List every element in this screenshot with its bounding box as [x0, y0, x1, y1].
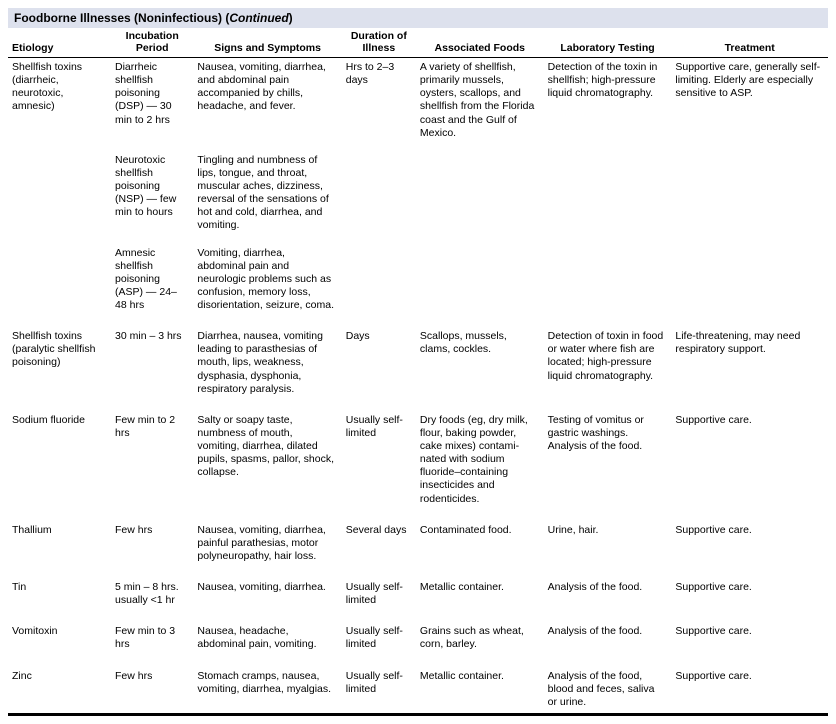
cell-lab: Testing of vomitus or gastric washings. … — [544, 410, 672, 520]
cell-signs: Nausea, vomiting, diarrhea, painful para… — [193, 520, 341, 577]
cell-signs: Stomach cramps, nausea, vomiting, diarrh… — [193, 666, 341, 715]
table-row: ThalliumFew hrsNausea, vomiting, diarrhe… — [8, 520, 828, 577]
table-row: Shellfish toxins (diarrheic, neurotoxic,… — [8, 58, 828, 154]
cell-treatment: Supportive care. — [671, 621, 828, 665]
cell-duration: Several days — [342, 520, 416, 577]
cell-incubation: Neurotoxic shellfish poisoning (NSP) — f… — [111, 154, 193, 247]
cell-etiology: Zinc — [8, 666, 111, 715]
cell-foods: Contaminated food. — [416, 520, 544, 577]
col-etiology: Etiology — [8, 28, 111, 58]
cell-incubation: Few hrs — [111, 520, 193, 577]
cell-signs: Vomiting, diarrhea, abdominal pain and n… — [193, 247, 341, 327]
cell-lab: Analysis of the food, blood and feces, s… — [544, 666, 672, 715]
cell-incubation: Few min to 2 hrs — [111, 410, 193, 520]
cell-incubation: Few hrs — [111, 666, 193, 715]
cell-incubation: Diarrheic shellfish poisoning (DSP) — 30… — [111, 58, 193, 154]
cell-duration: Usually self-limited — [342, 577, 416, 621]
cell-treatment: Supportive care. — [671, 410, 828, 520]
cell-signs: Nausea, headache, abdominal pain, vomiti… — [193, 621, 341, 665]
cell-lab — [544, 247, 672, 327]
cell-etiology: Shellfish toxins (diarrheic, neurotoxic,… — [8, 58, 111, 154]
cell-etiology: Thallium — [8, 520, 111, 577]
cell-treatment: Supportive care. — [671, 520, 828, 577]
cell-foods: Metallic container. — [416, 577, 544, 621]
col-duration: Duration of Illness — [342, 28, 416, 58]
cell-etiology: Sodium fluoride — [8, 410, 111, 520]
cell-foods: A variety of shellfish, primarily mussel… — [416, 58, 544, 154]
cell-foods: Dry foods (eg, dry milk, flour, baking p… — [416, 410, 544, 520]
table-row: Shellfish toxins (paralytic shellfish po… — [8, 326, 828, 410]
cell-treatment — [671, 247, 828, 327]
cell-duration: Days — [342, 326, 416, 410]
cell-treatment — [671, 154, 828, 247]
table-row: VomitoxinFew min to 3 hrsNausea, headach… — [8, 621, 828, 665]
cell-signs: Tingling and numbness of lips, tongue, a… — [193, 154, 341, 247]
cell-treatment: Supportive care. — [671, 577, 828, 621]
table-title: Foodborne Illnesses (Noninfectious) (Con… — [8, 8, 828, 28]
illness-table: Etiology Incubation Period Signs and Sym… — [8, 28, 828, 715]
cell-lab: Analysis of the food. — [544, 577, 672, 621]
cell-foods — [416, 154, 544, 247]
col-lab: Laboratory Testing — [544, 28, 672, 58]
cell-etiology: Tin — [8, 577, 111, 621]
table-row: Amnesic shellfish poisoning (ASP) — 24–4… — [8, 247, 828, 327]
cell-signs: Diarrhea, nausea, vomiting leading to pa… — [193, 326, 341, 410]
cell-treatment: Life-threatening, may need respiratory s… — [671, 326, 828, 410]
title-continued: Continued — [229, 11, 288, 25]
cell-lab — [544, 154, 672, 247]
cell-duration: Usually self-limited — [342, 666, 416, 715]
col-incubation: Incubation Period — [111, 28, 193, 58]
cell-etiology: Shellfish toxins (paralytic shellfish po… — [8, 326, 111, 410]
cell-incubation: Amnesic shellfish poisoning (ASP) — 24–4… — [111, 247, 193, 327]
cell-signs: Nausea, vomiting, diarrhea, and abdomina… — [193, 58, 341, 154]
title-text: Foodborne Illnesses (Noninfectious) ( — [14, 11, 229, 25]
cell-foods: Scallops, mussels, clams, cockles. — [416, 326, 544, 410]
cell-signs: Nausea, vomiting, diarrhea. — [193, 577, 341, 621]
cell-duration: Hrs to 2–3 days — [342, 58, 416, 154]
cell-duration: Usually self-limited — [342, 621, 416, 665]
cell-lab: Detection of toxin in food or water wher… — [544, 326, 672, 410]
table-row: Neurotoxic shellfish poisoning (NSP) — f… — [8, 154, 828, 247]
col-treatment: Treatment — [671, 28, 828, 58]
cell-lab: Analysis of the food. — [544, 621, 672, 665]
header-row: Etiology Incubation Period Signs and Sym… — [8, 28, 828, 58]
table-row: ZincFew hrsStomach cramps, nausea, vomit… — [8, 666, 828, 715]
table-row: Sodium fluorideFew min to 2 hrsSalty or … — [8, 410, 828, 520]
col-signs: Signs and Symptoms — [193, 28, 341, 58]
cell-foods — [416, 247, 544, 327]
cell-etiology — [8, 154, 111, 247]
title-close: ) — [289, 11, 293, 25]
cell-lab: Urine, hair. — [544, 520, 672, 577]
table-bottom-rule — [8, 713, 828, 716]
cell-incubation: 30 min – 3 hrs — [111, 326, 193, 410]
cell-duration: Usually self-limited — [342, 410, 416, 520]
cell-duration — [342, 154, 416, 247]
cell-foods: Metallic container. — [416, 666, 544, 715]
cell-signs: Salty or soapy taste, numbness of mouth,… — [193, 410, 341, 520]
col-foods: Associated Foods — [416, 28, 544, 58]
cell-lab: Detection of the toxin in shellfish; hig… — [544, 58, 672, 154]
cell-incubation: Few min to 3 hrs — [111, 621, 193, 665]
cell-incubation: 5 min – 8 hrs. usually <1 hr — [111, 577, 193, 621]
cell-duration — [342, 247, 416, 327]
cell-treatment: Supportive care, generally self-limiting… — [671, 58, 828, 154]
cell-etiology: Vomitoxin — [8, 621, 111, 665]
cell-etiology — [8, 247, 111, 327]
cell-foods: Grains such as wheat, corn, barley. — [416, 621, 544, 665]
table-row: Tin5 min – 8 hrs. usually <1 hrNausea, v… — [8, 577, 828, 621]
cell-treatment: Supportive care. — [671, 666, 828, 715]
